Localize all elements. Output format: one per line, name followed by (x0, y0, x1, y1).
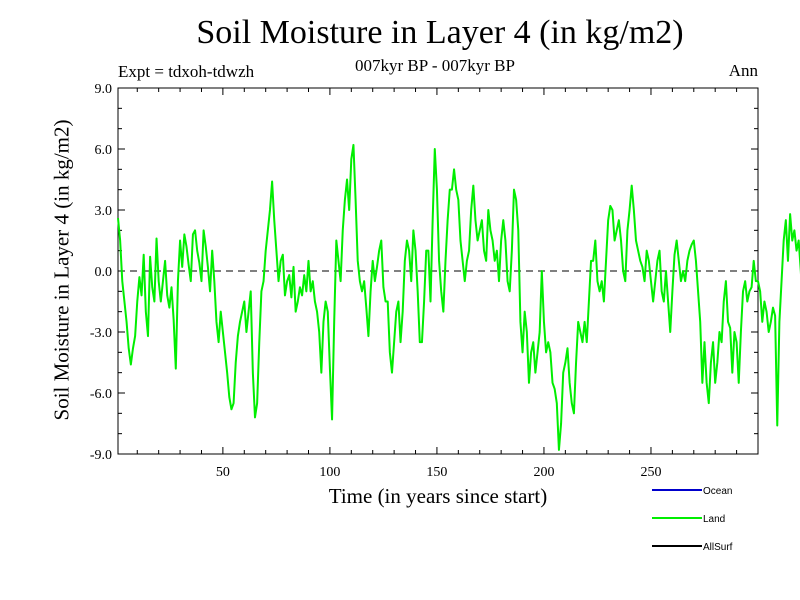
legend: Ocean Land AllSurf (652, 486, 733, 553)
legend-label-allsurf: AllSurf (703, 542, 733, 553)
y-tick-label: 9.0 (95, 82, 113, 97)
axis-ticks: -9.0 -6.0 -3.0 0.0 3.0 6.0 9.0 50 100 150 200 250 (90, 82, 758, 480)
x-tick-label: 200 (533, 465, 554, 480)
season-label: Ann (728, 61, 758, 80)
y-tick-label: 6.0 (95, 143, 113, 158)
x-tick-label: 50 (216, 465, 230, 480)
y-tick-label: -9.0 (90, 448, 112, 463)
y-tick-label: 3.0 (95, 204, 113, 219)
x-axis-label: Time (in years since start) (328, 484, 548, 508)
series-group (117, 143, 800, 451)
x-tick-label: 150 (426, 465, 447, 480)
experiment-label: Expt = tdxoh-tdwzh (118, 62, 255, 81)
series-line-land (117, 143, 800, 451)
legend-label-ocean: Ocean (703, 486, 732, 497)
x-tick-label: 100 (319, 465, 340, 480)
legend-label-land: Land (703, 514, 725, 525)
y-tick-label: -6.0 (90, 387, 112, 402)
y-tick-label: 0.0 (95, 265, 113, 280)
y-tick-label: -3.0 (90, 326, 112, 341)
chart-title: Soil Moisture in Layer 4 (in kg/m2) (196, 14, 684, 51)
chart-subtitle: 007kyr BP - 007kyr BP (355, 56, 515, 75)
x-tick-label: 250 (640, 465, 661, 480)
